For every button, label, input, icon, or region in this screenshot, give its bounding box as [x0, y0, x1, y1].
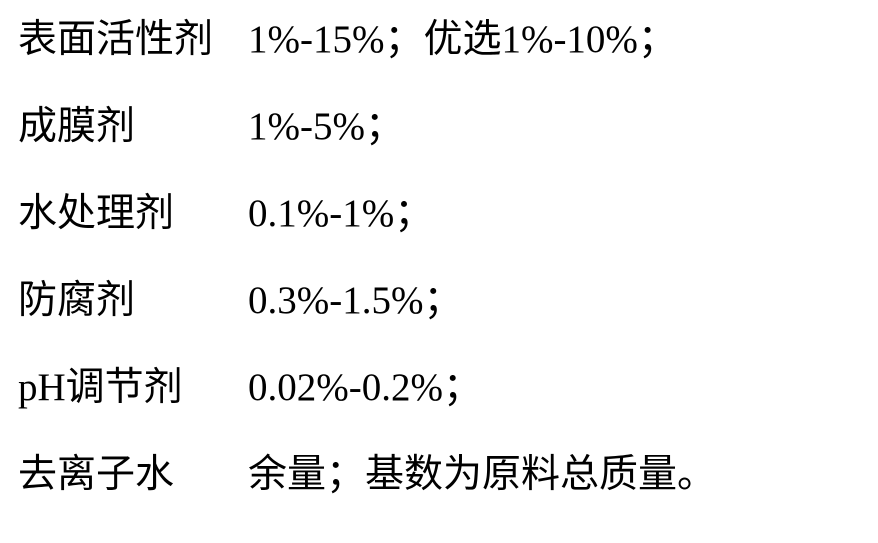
ingredient-value: 余量；基数为原料总质量。: [248, 455, 716, 494]
ingredient-label: 水处理剂: [18, 194, 248, 233]
table-row: 表面活性剂 1%-15%；优选1%-10%；: [18, 20, 868, 59]
ingredient-label: 成膜剂: [18, 107, 248, 146]
ingredient-label: 去离子水: [18, 455, 248, 494]
ingredient-label: pH调节剂: [18, 368, 248, 407]
ingredient-value: 0.1%-1%；: [248, 194, 433, 233]
composition-list: 表面活性剂 1%-15%；优选1%-10%； 成膜剂 1%-5%； 水处理剂 0…: [0, 0, 878, 543]
table-row: 水处理剂 0.1%-1%；: [18, 194, 868, 233]
table-row: 防腐剂 0.3%-1.5%；: [18, 281, 868, 320]
table-row: pH调节剂 0.02%-0.2%；: [18, 368, 868, 407]
ingredient-label: 表面活性剂: [18, 20, 248, 59]
ingredient-value: 1%-15%；优选1%-10%；: [248, 20, 677, 59]
table-row: 去离子水 余量；基数为原料总质量。: [18, 455, 868, 494]
table-row: 成膜剂 1%-5%；: [18, 107, 868, 146]
ingredient-value: 0.3%-1.5%；: [248, 281, 462, 320]
ingredient-value: 0.02%-0.2%；: [248, 368, 482, 407]
ingredient-label: 防腐剂: [18, 281, 248, 320]
ingredient-value: 1%-5%；: [248, 107, 404, 146]
